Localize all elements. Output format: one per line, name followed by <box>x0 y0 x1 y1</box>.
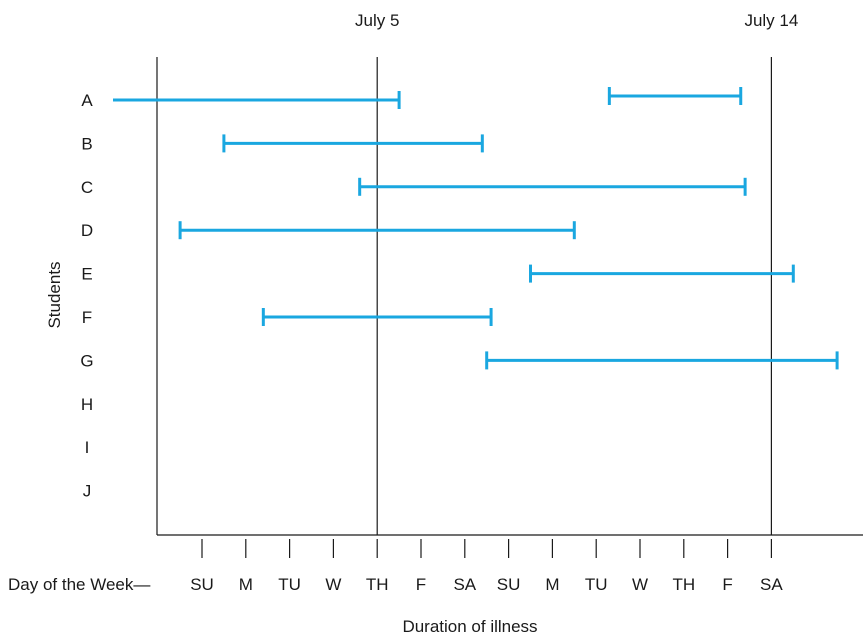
x-tick-label-12: F <box>722 575 732 594</box>
reference-label-0: July 5 <box>355 11 399 30</box>
x-tick-label-10: W <box>632 575 648 594</box>
x-tick-label-0: SU <box>190 575 214 594</box>
reference-label-1: July 14 <box>744 11 798 30</box>
x-tick-label-3: W <box>325 575 341 594</box>
student-label-c: C <box>81 178 93 197</box>
x-tick-label-1: M <box>239 575 253 594</box>
student-label-g: G <box>80 351 93 370</box>
x-tick-label-13: SA <box>760 575 783 594</box>
x-tick-label-5: F <box>416 575 426 594</box>
x-axis-title: Duration of illness <box>402 617 537 636</box>
x-tick-label-9: TU <box>585 575 608 594</box>
y-axis-title: Students <box>45 261 64 328</box>
student-label-f: F <box>82 308 92 327</box>
student-label-i: I <box>85 438 90 457</box>
x-prefix-label: Day of the Week— <box>8 575 150 594</box>
x-tick-label-4: TH <box>366 575 389 594</box>
x-tick-label-2: TU <box>278 575 301 594</box>
student-label-d: D <box>81 221 93 240</box>
student-label-j: J <box>83 482 92 501</box>
x-tick-label-7: SU <box>497 575 521 594</box>
student-label-b: B <box>81 134 92 153</box>
student-label-e: E <box>81 265 92 284</box>
x-tick-label-8: M <box>545 575 559 594</box>
student-label-a: A <box>81 91 93 110</box>
x-tick-label-11: TH <box>672 575 695 594</box>
x-tick-label-6: SA <box>453 575 476 594</box>
student-label-h: H <box>81 395 93 414</box>
